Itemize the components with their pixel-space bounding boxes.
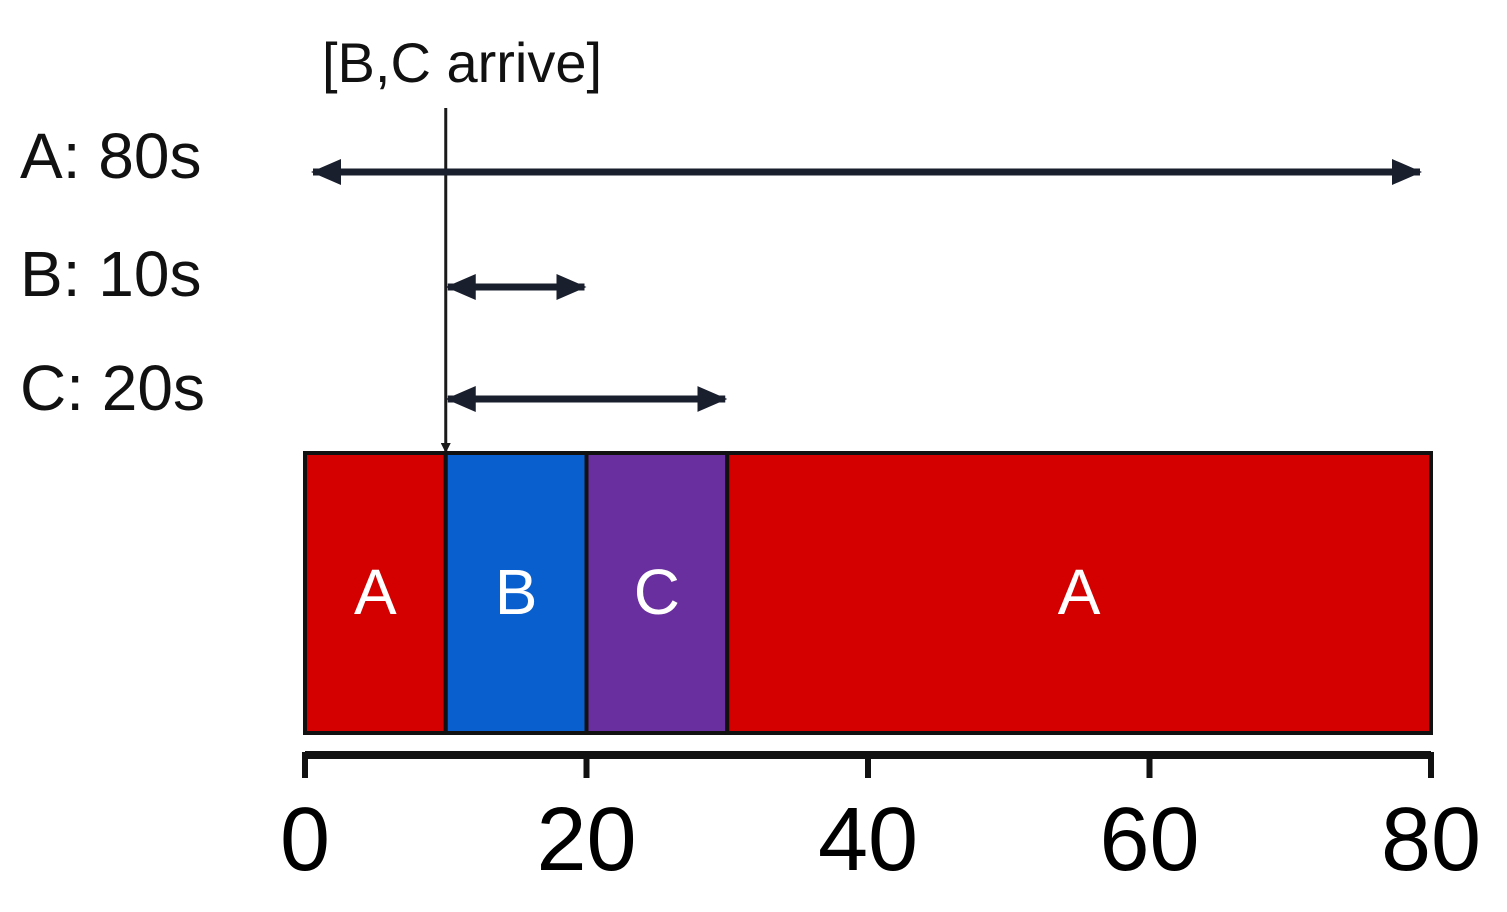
job-c-label: C: 20s	[20, 352, 205, 424]
axis-tick-label: 20	[536, 790, 636, 890]
axis-tick-label: 40	[818, 790, 918, 890]
segment-c	[584, 451, 730, 735]
segment-a-first-label: A	[354, 556, 397, 628]
axis-tick-label: 80	[1381, 790, 1481, 890]
time-axis: 0 20 40 60 80	[280, 751, 1481, 890]
schedule-bar: A B C A	[303, 451, 1433, 735]
job-a-label: A: 80s	[20, 120, 201, 192]
segment-b	[443, 451, 589, 735]
segment-b-label: B	[495, 556, 538, 628]
segment-a-first	[303, 451, 448, 735]
job-b-label: B: 10s	[20, 238, 201, 310]
axis-tick-label: 0	[280, 790, 330, 890]
arrival-label: [B,C arrive]	[322, 31, 602, 94]
segment-a-second-label: A	[1058, 556, 1101, 628]
segment-c-label: C	[634, 556, 680, 628]
segment-a-second	[725, 451, 1433, 735]
axis-tick-label: 60	[1099, 790, 1199, 890]
